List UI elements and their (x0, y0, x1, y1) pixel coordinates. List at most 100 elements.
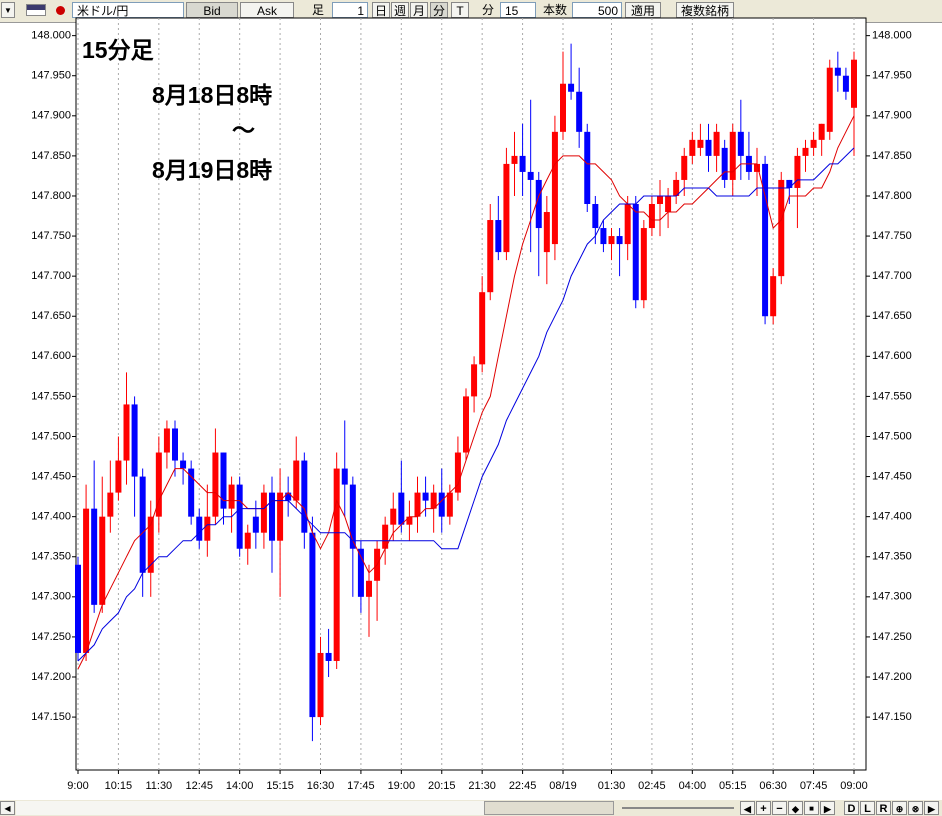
nav-button[interactable]: ▶ (820, 801, 835, 815)
candle-body (778, 179, 785, 277)
x-tick-label: 10:15 (105, 780, 133, 792)
candle-body (147, 516, 154, 573)
candle-body (802, 147, 809, 156)
candle-body (737, 131, 744, 156)
nav-button[interactable]: R (876, 801, 891, 815)
y-tick-label: 147.550 (31, 390, 71, 402)
candle-body (163, 428, 170, 453)
nav-button[interactable]: ◆ (788, 801, 803, 815)
candle-body (576, 91, 583, 132)
nav-button[interactable]: L (860, 801, 875, 815)
y-tick-label: 147.700 (31, 270, 71, 282)
period-button[interactable]: T (451, 2, 469, 18)
candle-body (382, 524, 389, 549)
y2-tick-label: 148.000 (872, 30, 912, 42)
candle-body (689, 139, 696, 156)
candle-body (107, 492, 114, 517)
y2-tick-label: 147.750 (872, 230, 912, 242)
nav-button[interactable]: ■ (804, 801, 819, 815)
nav-button[interactable]: ◀ (740, 801, 755, 815)
candle-body (212, 452, 219, 517)
y2-tick-label: 147.800 (872, 190, 912, 202)
candle-body (665, 195, 672, 213)
candle-body (584, 131, 591, 204)
navigator: ◀ ◀ + − ◆ ■ ▶ D L R ⊕ ⊗ ▶ (0, 800, 942, 816)
candle-body (527, 171, 534, 180)
annotation: 8月18日8時 (152, 82, 272, 108)
candle-body (600, 228, 607, 245)
bars-label: 本数 (542, 3, 567, 17)
x-tick-label: 16:30 (307, 780, 335, 792)
x-tick-label: 07:45 (800, 780, 828, 792)
bid-button[interactable]: Bid (186, 2, 238, 18)
candle-body (422, 492, 429, 501)
candle-body (75, 564, 81, 653)
scroll-left[interactable]: ◀ (0, 801, 15, 815)
candle-body (851, 59, 857, 108)
candle-body (269, 492, 275, 541)
nav-button[interactable]: ▶ (924, 801, 939, 815)
nav-button[interactable]: ⊗ (908, 801, 923, 815)
plot-frame (75, 17, 867, 771)
candle-body (236, 484, 243, 549)
candle-body (471, 364, 478, 397)
x-tick-label: 05:15 (719, 780, 747, 792)
y2-tick-label: 147.250 (872, 631, 912, 643)
x-tick-label: 02:45 (638, 780, 666, 792)
candle-body (317, 652, 324, 718)
candle-body (390, 508, 397, 525)
candle-body (592, 203, 599, 229)
x-tick-label: 06:30 (759, 780, 787, 792)
candle-body (794, 155, 801, 188)
candle-body (406, 516, 413, 525)
x-tick-label: 12:45 (185, 780, 213, 792)
candle-body (487, 220, 494, 293)
candle-body (398, 492, 405, 525)
y2-tick-label: 147.400 (872, 511, 912, 523)
candle-body (640, 228, 647, 301)
y-tick-label: 147.850 (31, 150, 71, 162)
multi-button[interactable]: 複数銘柄 (676, 2, 734, 18)
zoom-slider[interactable] (622, 807, 734, 809)
y2-tick-label: 147.600 (872, 350, 912, 362)
candle-body (220, 452, 227, 509)
candle-body (285, 492, 292, 501)
candle-body (301, 460, 308, 533)
y-tick-label: 147.750 (31, 230, 71, 242)
candle-body (172, 428, 178, 461)
nav-button[interactable]: ⊕ (892, 801, 907, 815)
period-button[interactable]: 分 (430, 2, 448, 18)
nav-button[interactable]: + (756, 801, 771, 815)
candle-body (729, 131, 736, 180)
y2-tick-label: 147.200 (872, 671, 912, 683)
x-tick-label: 21:30 (468, 780, 496, 792)
scroll-thumb[interactable] (484, 801, 614, 815)
candle-body (83, 508, 90, 653)
y2-tick-label: 147.500 (872, 430, 912, 442)
y2-tick-label: 147.850 (872, 150, 912, 162)
ashi-label: 足 (311, 3, 324, 17)
candle-body (543, 212, 550, 253)
scroll-track (16, 801, 614, 815)
nav-button[interactable]: − (772, 801, 787, 815)
x-tick-label: 22:45 (509, 780, 537, 792)
candle-body (333, 468, 340, 661)
candle-body (139, 476, 146, 573)
period-button[interactable]: 月 (410, 2, 428, 18)
x-tick-label: 17:45 (347, 780, 375, 792)
candle-body (535, 179, 542, 229)
candle-body (495, 220, 502, 253)
candle-body (309, 532, 316, 718)
candle-body (155, 452, 162, 517)
flag-jp (56, 6, 65, 15)
x-tick-label: 11:30 (145, 780, 172, 792)
flag-us (26, 4, 46, 16)
candle-body (834, 67, 841, 76)
candle-body (349, 484, 356, 549)
menu-arrow[interactable]: ▼ (1, 2, 15, 18)
candle-body (180, 460, 187, 469)
y2-tick-label: 147.550 (872, 390, 912, 402)
nav-button[interactable]: D (844, 801, 859, 815)
candle-body (568, 83, 575, 92)
candle-body (673, 179, 680, 196)
